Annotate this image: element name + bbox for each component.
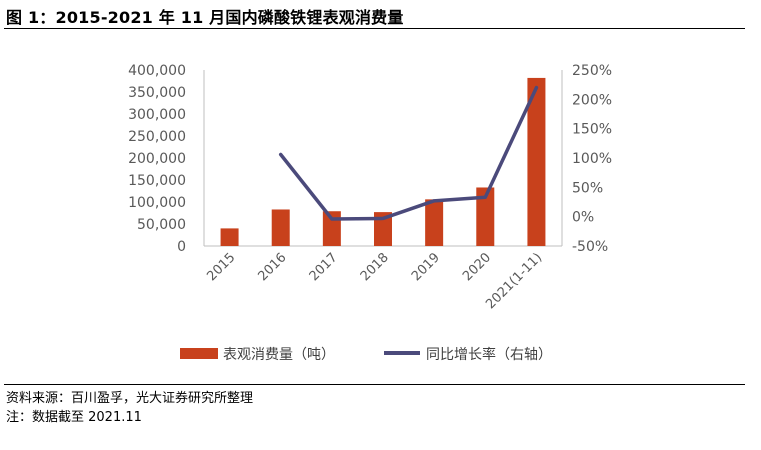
bar-series [220,77,546,246]
figure-title: 图 1：2015-2021 年 11 月国内磷酸铁锂表观消费量 [6,8,404,27]
left-tick-label: 350,000 [128,85,186,101]
left-tick-label: 50,000 [137,217,186,233]
legend-bar-swatch [180,348,218,359]
bar-2015 [220,228,239,246]
left-axis: 0 50,000 100,000 150,000 200,000 250,000 300,0… [128,63,562,255]
bar-2019 [425,199,444,246]
left-tick-label: 250,000 [128,129,186,145]
right-tick-label: 250% [572,63,612,79]
right-tick-label: 0% [572,210,594,226]
left-tick-label: 150,000 [128,173,186,189]
x-tick-label: 2019 [409,250,443,284]
right-tick-label: 200% [572,92,612,108]
x-tick-label: 2018 [358,250,392,284]
chart: 0 50,000 100,000 150,000 200,000 250,000 300,0… [128,63,612,363]
footer-rule [4,384,745,385]
x-tick-label: 2016 [256,250,290,284]
title-rule [4,28,745,29]
bar-2021(1-11) [527,77,546,246]
right-tick-label: 50% [572,180,603,196]
x-tick-label: 2017 [307,250,341,284]
legend-line-label: 同比增长率（右轴） [426,346,552,363]
right-tick-label: -50% [572,239,608,255]
right-tick-label: 150% [572,122,612,138]
left-tick-label: 300,000 [128,107,186,123]
right-axis: -50% 0% 50% 100% 150% 200% 250% [561,63,612,255]
left-tick-label: 0 [177,239,186,255]
bar-2018 [374,212,392,246]
x-tick-label: 2020 [460,250,494,284]
left-tick-label: 400,000 [128,63,186,79]
left-tick-label: 200,000 [128,151,186,167]
bar-2016 [271,209,290,246]
right-tick-label: 100% [572,151,612,167]
legend: 表观消费量（吨） 同比增长率（右轴） [180,346,552,363]
left-tick-label: 100,000 [128,195,186,211]
growth-line [278,85,539,221]
bar-2020 [476,187,495,246]
x-tick-label: 2015 [204,250,238,284]
footnote: 注：数据截至 2021.11 [6,410,142,425]
legend-bar-label: 表观消费量（吨） [223,347,335,363]
source-note: 资料来源：百川盈孚，光大证券研究所整理 [6,391,254,406]
line-series [278,85,539,221]
